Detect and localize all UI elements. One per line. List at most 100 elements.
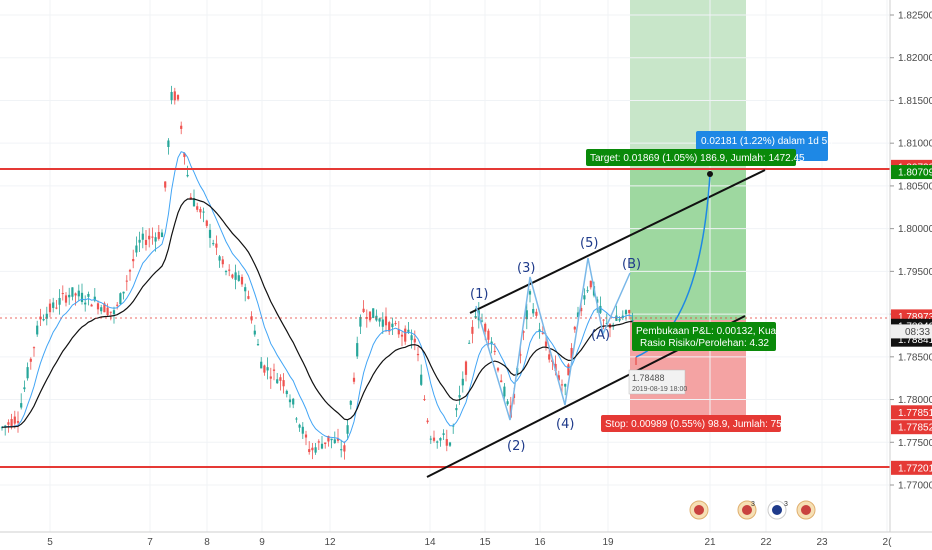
candle-body: [36, 325, 39, 335]
projection-point: [707, 171, 713, 177]
x-tick-label: 14: [424, 537, 436, 548]
candle-body: [528, 291, 532, 295]
candle-body: [378, 318, 381, 322]
candle-body: [404, 328, 407, 342]
countdown-tag: [891, 324, 932, 339]
candle-body: [90, 304, 93, 307]
candle-body: [349, 400, 352, 405]
candle-body: [42, 319, 45, 321]
candle-body: [167, 140, 170, 147]
candle-body: [61, 293, 64, 295]
candle-body: [148, 235, 151, 240]
candlesticks: [0, 85, 634, 460]
candle-body: [240, 276, 244, 285]
candle-body: [484, 323, 487, 332]
candle-body: [80, 292, 84, 302]
candle-body: [266, 367, 269, 371]
channel-upper-line[interactable]: [469, 169, 766, 314]
candle-body: [506, 401, 509, 405]
y-tick-label: 1.80500: [898, 181, 932, 192]
candle-body: [301, 426, 304, 434]
candle-body: [416, 353, 420, 356]
candle-body: [314, 447, 317, 453]
candle-body: [292, 398, 295, 405]
y-tick-label: 1.81000: [898, 139, 932, 150]
candle-body: [548, 354, 551, 360]
price-tags: 1.807231.772011.807091.789731.788401.788…: [891, 159, 932, 475]
candle-body: [448, 442, 452, 446]
candle-body: [125, 280, 128, 282]
candle-body: [311, 447, 314, 451]
time-axis[interactable]: [0, 532, 932, 550]
candle-body: [445, 439, 448, 446]
candle-body: [48, 303, 52, 313]
candle-body: [580, 307, 583, 312]
candle-body: [77, 290, 80, 297]
candle-body: [164, 181, 167, 188]
entry-box[interactable]: [632, 322, 776, 351]
candle-body: [346, 425, 349, 434]
candle-body: [202, 211, 205, 213]
candle-body: [256, 344, 260, 346]
grid: [0, 0, 890, 532]
candle-body: [186, 174, 189, 177]
candle-body: [288, 399, 292, 403]
wave-label-a: (A): [591, 328, 610, 343]
event-badges[interactable]: 3 3: [689, 500, 816, 520]
candle-body: [215, 243, 218, 248]
price-tag: [891, 420, 932, 435]
candle-body: [285, 390, 288, 395]
candle-body: [544, 341, 548, 347]
candle-body: [618, 318, 621, 321]
wave-label-b: (B): [622, 257, 641, 272]
candle-body: [570, 347, 573, 359]
candle-body: [381, 319, 384, 327]
stop-label: Stop: 0.00989 (0.55%) 98.9, Jumlah: 750: [605, 419, 788, 430]
candle-body: [84, 302, 87, 305]
stop-box[interactable]: [601, 415, 781, 432]
candle-body: [10, 419, 13, 427]
x-tick-label: 9: [259, 537, 265, 548]
candle-body: [154, 237, 157, 242]
candle-body: [224, 271, 228, 273]
candle-body: [426, 420, 429, 423]
candle-body: [500, 380, 503, 383]
price-axis[interactable]: [890, 0, 932, 532]
price-tag-label: 1.78841: [898, 335, 932, 346]
candle-body: [320, 443, 324, 449]
x-tick-label: 16: [534, 537, 546, 548]
price-tag: [891, 460, 932, 475]
candle-body: [4, 425, 7, 427]
candle-body: [599, 305, 602, 313]
candle-body: [295, 418, 298, 420]
candle-body: [522, 331, 525, 333]
candle-body: [458, 395, 461, 398]
x-tick-label: 2(: [883, 537, 893, 548]
candle-body: [116, 304, 119, 306]
candle-body: [234, 272, 237, 280]
candle-body: [176, 95, 180, 100]
entry-label-ratio: Rasio Risiko/Perolehan: 4.32: [640, 338, 769, 349]
candle-body: [253, 330, 256, 335]
candle-body: [560, 384, 564, 386]
x-tick-label: 15: [479, 537, 491, 548]
wave-label-5: (5): [580, 236, 598, 251]
candle-body: [624, 310, 628, 315]
y-tick-label: 1.77500: [898, 438, 932, 449]
x-tick-label: 5: [47, 537, 53, 548]
candle-body: [436, 441, 439, 443]
y-tick-label: 1.80000: [898, 224, 932, 235]
wave-label-2: (2): [507, 439, 525, 454]
x-tick-label: 22: [760, 537, 772, 548]
candle-body: [183, 152, 186, 158]
wave-label-1: (1): [470, 287, 488, 302]
target-box[interactable]: [586, 149, 796, 166]
candle-body: [628, 309, 631, 314]
candle-body: [87, 293, 90, 297]
candle-body: [199, 209, 202, 213]
candle-body: [413, 338, 416, 343]
candle-body: [474, 316, 477, 318]
ma-fast-line: [1, 151, 633, 444]
candle-body: [631, 319, 634, 322]
